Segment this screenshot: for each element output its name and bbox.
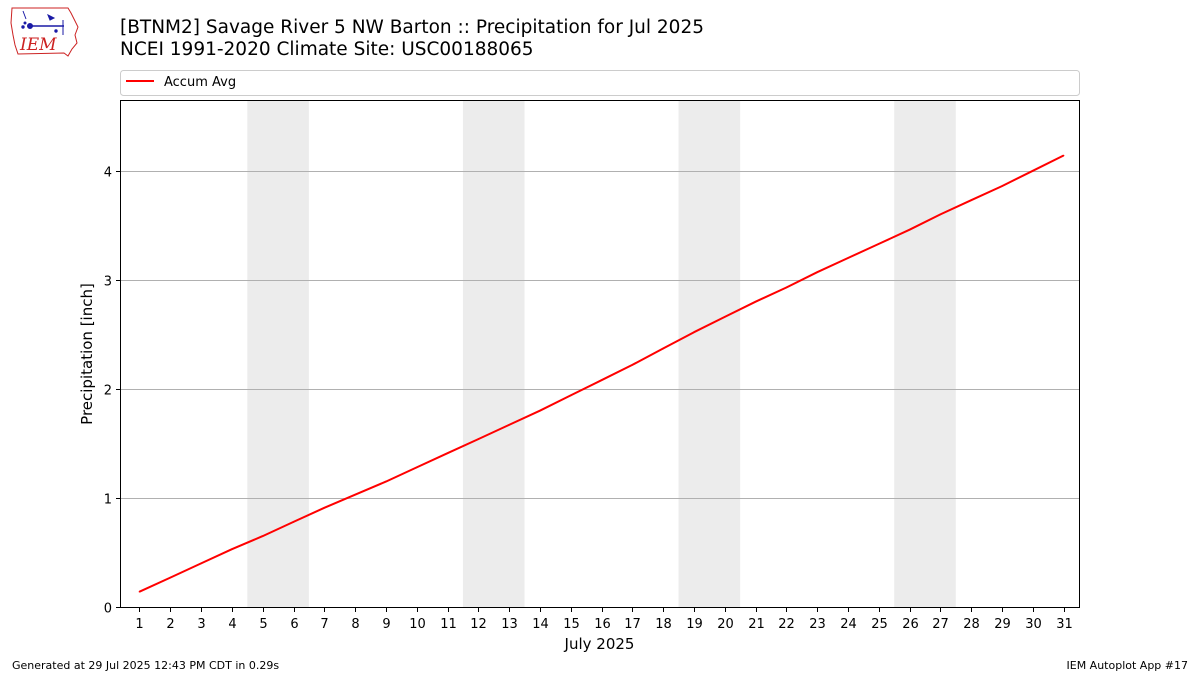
iem-logo: IEM	[10, 7, 79, 57]
x-tick-label-31: 31	[1056, 617, 1073, 632]
x-tick-label-18: 18	[655, 617, 672, 632]
x-tick-label-30: 30	[1025, 617, 1042, 632]
gridlines	[121, 171, 1079, 499]
x-tick-label-21: 21	[748, 617, 765, 632]
data-point-day-22	[785, 286, 788, 289]
series-layer	[138, 154, 1065, 593]
x-tick-label-5: 5	[259, 617, 267, 632]
y-tick-label-1: 1	[104, 493, 112, 508]
x-tick-label-24: 24	[840, 617, 857, 632]
data-point-day-2	[169, 576, 172, 579]
legend-label-accum-avg: Accum Avg	[164, 75, 236, 90]
x-tick-label-23: 23	[809, 617, 826, 632]
x-tick-label-8: 8	[351, 617, 359, 632]
data-point-day-28	[970, 199, 972, 202]
x-tick-label-26: 26	[902, 617, 919, 632]
data-point-day-23	[816, 271, 818, 274]
logo-text: IEM	[19, 35, 57, 55]
data-point-day-3	[200, 562, 202, 565]
y-tick-label-4: 4	[104, 166, 112, 181]
x-tick-label-9: 9	[382, 617, 390, 632]
chart-title: [BTNM2] Savage River 5 NW Barton :: Prec…	[120, 17, 704, 38]
data-point-day-14	[539, 409, 541, 412]
x-tick-label-25: 25	[871, 617, 888, 632]
data-point-day-6	[292, 521, 295, 523]
y-axis-label: Precipitation [inch]	[78, 283, 96, 425]
x-tick-label-10: 10	[409, 617, 426, 632]
x-tick-label-1: 1	[135, 617, 143, 632]
data-point-day-11	[446, 452, 449, 455]
x-tick-label-7: 7	[320, 617, 328, 632]
y-axis: 0 1 2 3 4	[104, 166, 121, 617]
x-tick-label-13: 13	[501, 617, 518, 632]
weekend-band-3	[678, 101, 741, 607]
x-tick-label-14: 14	[532, 617, 549, 632]
y-tick-label-2: 2	[104, 384, 112, 399]
data-point-day-8	[354, 493, 356, 496]
x-tick-label-12: 12	[470, 617, 487, 632]
x-tick-label-19: 19	[686, 617, 703, 632]
footer-app: IEM Autoplot App #17	[1066, 659, 1189, 672]
data-point-day-5	[261, 535, 264, 537]
data-point-day-1	[138, 590, 141, 593]
x-tick-label-11: 11	[440, 617, 457, 632]
data-point-day-26	[908, 228, 911, 231]
data-point-day-7	[323, 506, 326, 509]
data-point-day-30	[1031, 169, 1034, 172]
data-point-day-18	[662, 347, 664, 350]
x-tick-label-15: 15	[563, 617, 580, 632]
data-point-day-20	[723, 316, 726, 318]
legend: Accum Avg	[120, 70, 1080, 96]
x-axis-label: July 2025	[564, 635, 635, 653]
x-tick-label-27: 27	[932, 617, 949, 632]
plot-frame	[120, 100, 1080, 608]
data-point-day-24	[847, 257, 849, 259]
x-tick-label-6: 6	[290, 617, 298, 632]
x-axis: 1 2 3 4 5 6 7 8 9 10 11 12 13 14 15 16 17 18 19 20 21 22 23 24 2…	[135, 607, 1073, 632]
data-point-day-15	[569, 394, 572, 397]
y-tick-label-3: 3	[104, 275, 112, 290]
x-tick-label-29: 29	[994, 617, 1011, 632]
data-point-day-25	[877, 243, 880, 245]
data-point-day-9	[385, 480, 387, 483]
x-tick-label-28: 28	[963, 617, 980, 632]
data-point-day-13	[508, 424, 510, 426]
chart-subtitle: NCEI 1991-2020 Climate Site: USC00188065	[120, 39, 534, 60]
iowa-state-outline	[10, 7, 79, 57]
weekend-band-2	[462, 101, 525, 607]
legend-box	[120, 70, 1080, 96]
weather-station-icon	[21, 10, 64, 35]
x-tick-label-4: 4	[228, 617, 236, 632]
weekend-bands	[247, 101, 956, 607]
data-point-day-27	[939, 213, 942, 216]
x-tick-label-17: 17	[624, 617, 641, 632]
x-tick-label-22: 22	[778, 617, 795, 632]
x-tick-label-3: 3	[197, 617, 205, 632]
data-point-day-16	[600, 379, 603, 381]
weekend-band-4	[894, 101, 956, 607]
x-tick-label-20: 20	[717, 617, 734, 632]
data-point-day-17	[631, 364, 634, 366]
data-point-day-19	[693, 331, 695, 333]
data-point-day-10	[415, 466, 418, 469]
y-tick-label-0: 0	[104, 602, 112, 617]
data-point-day-4	[231, 548, 233, 551]
weekend-band-1	[247, 101, 309, 607]
data-point-day-31	[1062, 154, 1065, 157]
footer-generated: Generated at 29 Jul 2025 12:43 PM CDT in…	[12, 659, 280, 672]
data-point-day-12	[477, 438, 480, 440]
data-point-day-21	[754, 300, 757, 303]
x-tick-label-16: 16	[594, 617, 611, 632]
x-tick-label-2: 2	[166, 617, 174, 632]
data-point-day-29	[1001, 185, 1003, 187]
